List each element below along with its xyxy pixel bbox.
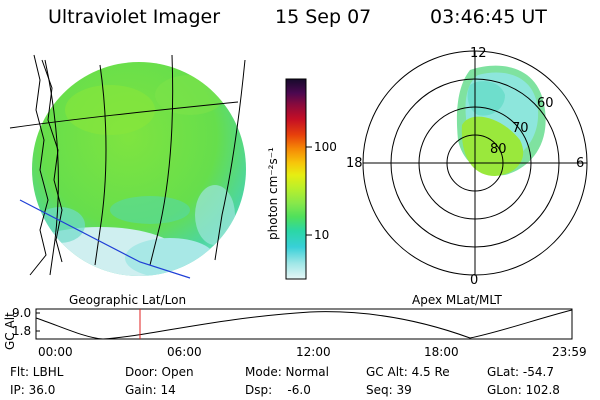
mlt-label-18: 18	[346, 156, 363, 171]
status-dsp: Dsp: -6.0	[245, 383, 311, 397]
geographic-caption: Geographic Lat/Lon	[69, 293, 187, 307]
colorbar-tick-10: 10	[314, 228, 330, 242]
status-gain: Gain: 14	[125, 383, 176, 397]
colorbar-tick-100: 100	[314, 140, 337, 154]
status-ip: IP: 36.0	[10, 383, 56, 397]
mlt-label-0: 0	[470, 273, 479, 288]
status-mode: Mode: Normal	[245, 365, 329, 379]
mlat-label-80: 80	[490, 142, 507, 157]
time-label: 03:46:45 UT	[430, 6, 547, 28]
alt-xtick-4: 23:59	[552, 345, 587, 359]
altitude-plot	[35, 308, 573, 340]
status-seq: Seq: 39	[366, 383, 412, 397]
date-label: 15 Sep 07	[275, 6, 372, 28]
status-door: Door: Open	[125, 365, 194, 379]
polar-caption: Apex MLat/MLT	[412, 293, 502, 307]
status-glon: GLon: 102.8	[487, 383, 560, 397]
instrument-title: Ultraviolet Imager	[48, 6, 221, 28]
colorbar	[285, 78, 312, 280]
alt-xtick-1: 06:00	[167, 345, 202, 359]
alt-xtick-0: 00:00	[38, 345, 73, 359]
colorbar-unit-label: photon cm⁻²s⁻¹	[266, 147, 280, 240]
status-glat: GLat: -54.7	[487, 365, 554, 379]
status-flt: Flt: LBHL	[10, 365, 64, 379]
alt-ytick-low: 1.8	[12, 324, 32, 338]
status-gc-alt: GC Alt: 4.5 Re	[366, 365, 450, 379]
mlat-label-60: 60	[537, 96, 554, 111]
polar-plot	[362, 50, 588, 276]
alt-xtick-3: 18:00	[424, 345, 459, 359]
geographic-image	[9, 54, 246, 279]
alt-xtick-2: 12:00	[296, 345, 331, 359]
mlt-label-12: 12	[470, 46, 487, 61]
alt-ytick-high: 9.0	[12, 306, 32, 320]
mlat-label-70: 70	[512, 121, 529, 136]
mlt-label-6: 6	[576, 156, 585, 171]
